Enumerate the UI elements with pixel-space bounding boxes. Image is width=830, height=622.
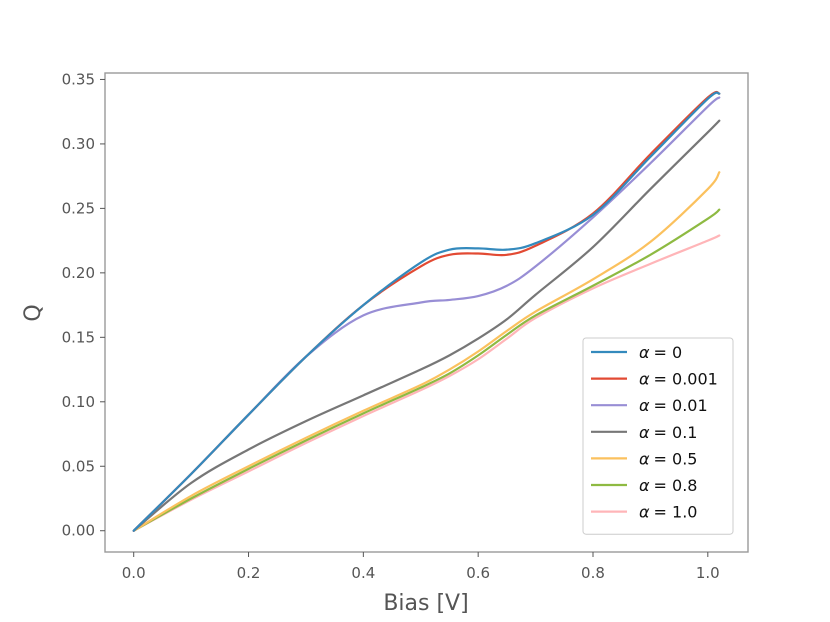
- y-tick-label: 0.20: [62, 264, 95, 282]
- legend-label: α = 0.01: [639, 396, 708, 415]
- legend-label: α = 0.8: [639, 476, 697, 495]
- legend-label-alpha: α: [639, 370, 650, 389]
- x-tick-label: 0.2: [237, 564, 261, 582]
- y-tick-label: 0.30: [62, 135, 95, 153]
- legend-item-alpha-0-1: α = 0.1: [591, 423, 697, 442]
- legend-label-alpha: α: [639, 423, 650, 442]
- legend-item-alpha-0-5: α = 0.5: [591, 449, 697, 468]
- legend-label: α = 0: [639, 343, 682, 362]
- x-axis: 0.0 0.2 0.4 0.6 0.8 1.0: [122, 552, 720, 582]
- legend-item-alpha-0-001: α = 0.001: [591, 370, 718, 389]
- legend-label-value: = 0.8: [654, 476, 698, 495]
- series-line-alpha-0-1: [132, 119, 721, 532]
- legend-item-alpha-0-01: α = 0.01: [591, 396, 708, 415]
- x-axis-label: Bias [V]: [383, 591, 468, 616]
- x-tick-label: 0.6: [466, 564, 490, 582]
- y-axis-label: Q: [21, 304, 46, 321]
- legend-label: α = 0.1: [639, 423, 697, 442]
- series-line-alpha-0-8: [132, 208, 721, 532]
- legend-label: α = 0.5: [639, 449, 697, 468]
- legend-label-alpha: α: [639, 503, 650, 522]
- y-tick-label: 0.25: [62, 199, 95, 217]
- legend-label-alpha: α: [639, 396, 650, 415]
- x-tick-label: 1.0: [696, 564, 720, 582]
- legend-label-value: = 0.01: [654, 396, 708, 415]
- legend-label-alpha: α: [639, 449, 650, 468]
- y-tick-label: 0.35: [62, 70, 95, 88]
- legend-label: α = 1.0: [639, 503, 697, 522]
- legend-label-value: = 0.5: [654, 449, 698, 468]
- legend-item-alpha-0-8: α = 0.8: [591, 476, 697, 495]
- series-line-alpha-1-0: [132, 234, 721, 532]
- y-tick-label: 0.10: [62, 393, 95, 411]
- plot-frame: [104, 72, 749, 553]
- y-axis: 0.00 0.05 0.10 0.15 0.20 0.25 0.30 0.35: [62, 70, 105, 540]
- legend-label-value: = 0.001: [654, 370, 718, 389]
- x-tick-label: 0.8: [581, 564, 605, 582]
- x-tick-label: 0.4: [351, 564, 375, 582]
- y-tick-label: 0.00: [62, 522, 95, 540]
- legend-label-alpha: α: [639, 476, 650, 495]
- legend-label-value: = 0: [654, 343, 683, 362]
- legend-label: α = 0.001: [639, 370, 718, 389]
- x-tick-label: 0.0: [122, 564, 146, 582]
- legend-label-value: = 0.1: [654, 423, 698, 442]
- legend-item-alpha-1-0: α = 1.0: [591, 503, 697, 522]
- series-line-alpha-0: [132, 91, 721, 532]
- y-tick-label: 0.05: [62, 457, 95, 475]
- y-tick-label: 0.15: [62, 328, 95, 346]
- series-layer: [132, 90, 721, 532]
- legend-item-alpha-0: α = 0: [591, 343, 682, 362]
- legend-label-alpha: α: [639, 343, 650, 362]
- legend-label-value: = 1.0: [654, 503, 698, 522]
- series-line-alpha-0-5: [132, 171, 721, 532]
